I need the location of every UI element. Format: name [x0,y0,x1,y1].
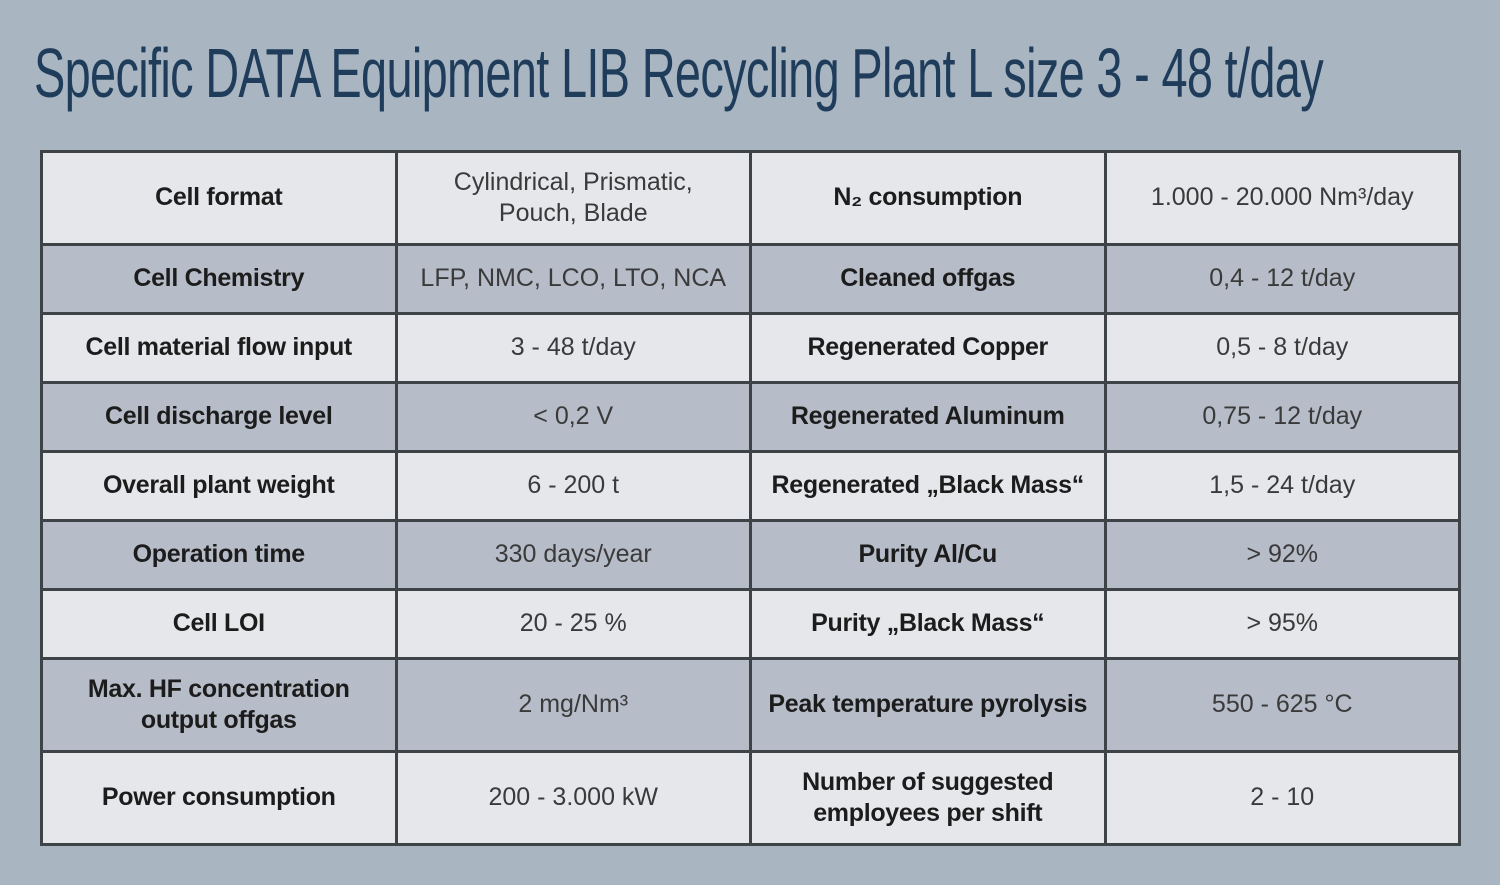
table-cell-value: 2 - 10 [1106,753,1458,843]
table-cell-value: 0,75 - 12 t/day [1106,384,1458,450]
table-cell-label: Peak temperature pyrolysis [752,660,1104,750]
table-cell-label: Cleaned offgas [752,246,1104,312]
table-cell-value: Cylindrical, Prismatic, Pouch, Blade [397,153,749,243]
table-cell-label: Operation time [43,522,395,588]
table-cell-label: Cell LOI [43,591,395,657]
table-cell-label: Purity Al/Cu [752,522,1104,588]
table-cell-value: < 0,2 V [397,384,749,450]
table-cell-label: Regenerated Copper [752,315,1104,381]
table-cell-label: N₂ consumption [752,153,1104,243]
table-cell-label: Overall plant weight [43,453,395,519]
table-cell-value: LFP, NMC, LCO, LTO, NCA [397,246,749,312]
table-cell-label: Regenerated „Black Mass“ [752,453,1104,519]
table-cell-label: Purity „Black Mass“ [752,591,1104,657]
table-cell-value: 330 days/year [397,522,749,588]
page-title-wrap: Specific DATA Equipment LIB Recycling Pl… [34,28,1500,118]
table-cell-value: > 92% [1106,522,1458,588]
table-cell-value: 0,4 - 12 t/day [1106,246,1458,312]
table-cell-label: Max. HF concentration output offgas [43,660,395,750]
table-cell-label: Cell material flow input [43,315,395,381]
table-cell-value: 2 mg/Nm³ [397,660,749,750]
table-cell-label: Power consumption [43,753,395,843]
table-cell-value: 1,5 - 24 t/day [1106,453,1458,519]
table-cell-value: > 95% [1106,591,1458,657]
table-cell-value: 1.000 - 20.000 Nm³/day [1106,153,1458,243]
table-cell-value: 200 - 3.000 kW [397,753,749,843]
spec-table: Cell format Cylindrical, Prismatic, Pouc… [40,150,1461,846]
table-cell-label: Cell format [43,153,395,243]
table-cell-label: Number of suggested employees per shift [752,753,1104,843]
table-cell-label: Cell Chemistry [43,246,395,312]
table-cell-value: 6 - 200 t [397,453,749,519]
table-cell-label: Cell discharge level [43,384,395,450]
table-cell-label: Regenerated Aluminum [752,384,1104,450]
table-cell-value: 550 - 625 °C [1106,660,1458,750]
table-cell-value: 0,5 - 8 t/day [1106,315,1458,381]
table-cell-value: 3 - 48 t/day [397,315,749,381]
table-cell-value: 20 - 25 % [397,591,749,657]
page-title: Specific DATA Equipment LIB Recycling Pl… [34,34,1324,112]
